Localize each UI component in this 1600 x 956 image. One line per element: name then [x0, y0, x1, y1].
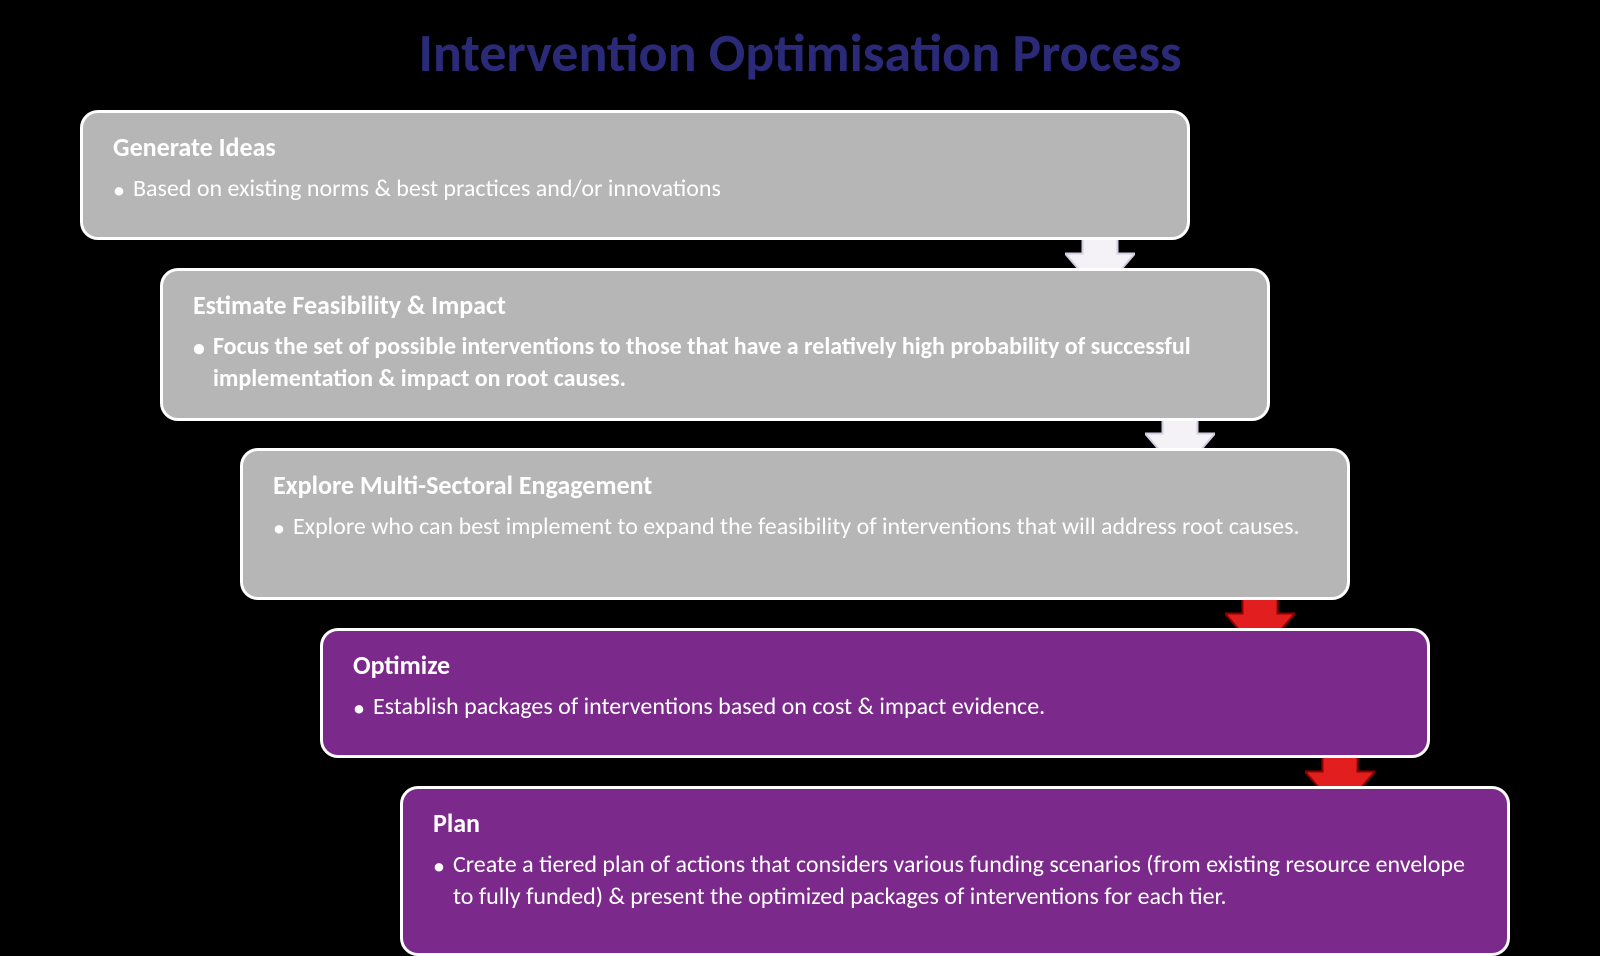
step-optimize: Optimize •Establish packages of intervent… [320, 628, 1430, 758]
step-generate-ideas-body: Based on existing norms & best practices… [133, 173, 721, 205]
step-explore-multisectoral-title: Explore Multi-Sectoral Engagement [273, 469, 1317, 501]
step-optimize-bullet: •Establish packages of interventions bas… [353, 691, 1397, 725]
step-optimize-title: Optimize [353, 649, 1397, 681]
bullet-dot-icon: • [353, 693, 365, 725]
step-plan-bullet: •Create a tiered plan of actions that co… [433, 849, 1477, 914]
bullet-dot-icon: • [193, 333, 205, 365]
page-title: Intervention Optimisation Process [0, 20, 1600, 86]
bullet-dot-icon: • [433, 851, 445, 883]
step-plan-body: Create a tiered plan of actions that con… [453, 849, 1477, 914]
step-estimate-feasibility-title: Estimate Feasibility & Impact [193, 289, 1237, 321]
step-generate-ideas: Generate Ideas •Based on existing norms &… [80, 110, 1190, 240]
step-estimate-feasibility: Estimate Feasibility & Impact •Focus the … [160, 268, 1270, 421]
step-generate-ideas-bullet: •Based on existing norms & best practice… [113, 173, 1157, 207]
step-explore-multisectoral-bullet: •Explore who can best implement to expan… [273, 511, 1317, 545]
bullet-dot-icon: • [113, 175, 125, 207]
step-estimate-feasibility-bullet: •Focus the set of possible interventions… [193, 331, 1237, 396]
step-optimize-body: Establish packages of interventions base… [373, 691, 1045, 723]
step-plan-title: Plan [433, 807, 1477, 839]
step-generate-ideas-title: Generate Ideas [113, 131, 1157, 163]
step-explore-multisectoral: Explore Multi-Sectoral Engagement •Explor… [240, 448, 1350, 600]
bullet-dot-icon: • [273, 513, 285, 545]
step-plan: Plan •Create a tiered plan of actions tha… [400, 786, 1510, 956]
step-explore-multisectoral-body: Explore who can best implement to expand… [293, 511, 1300, 543]
step-estimate-feasibility-body: Focus the set of possible interventions … [213, 331, 1237, 396]
